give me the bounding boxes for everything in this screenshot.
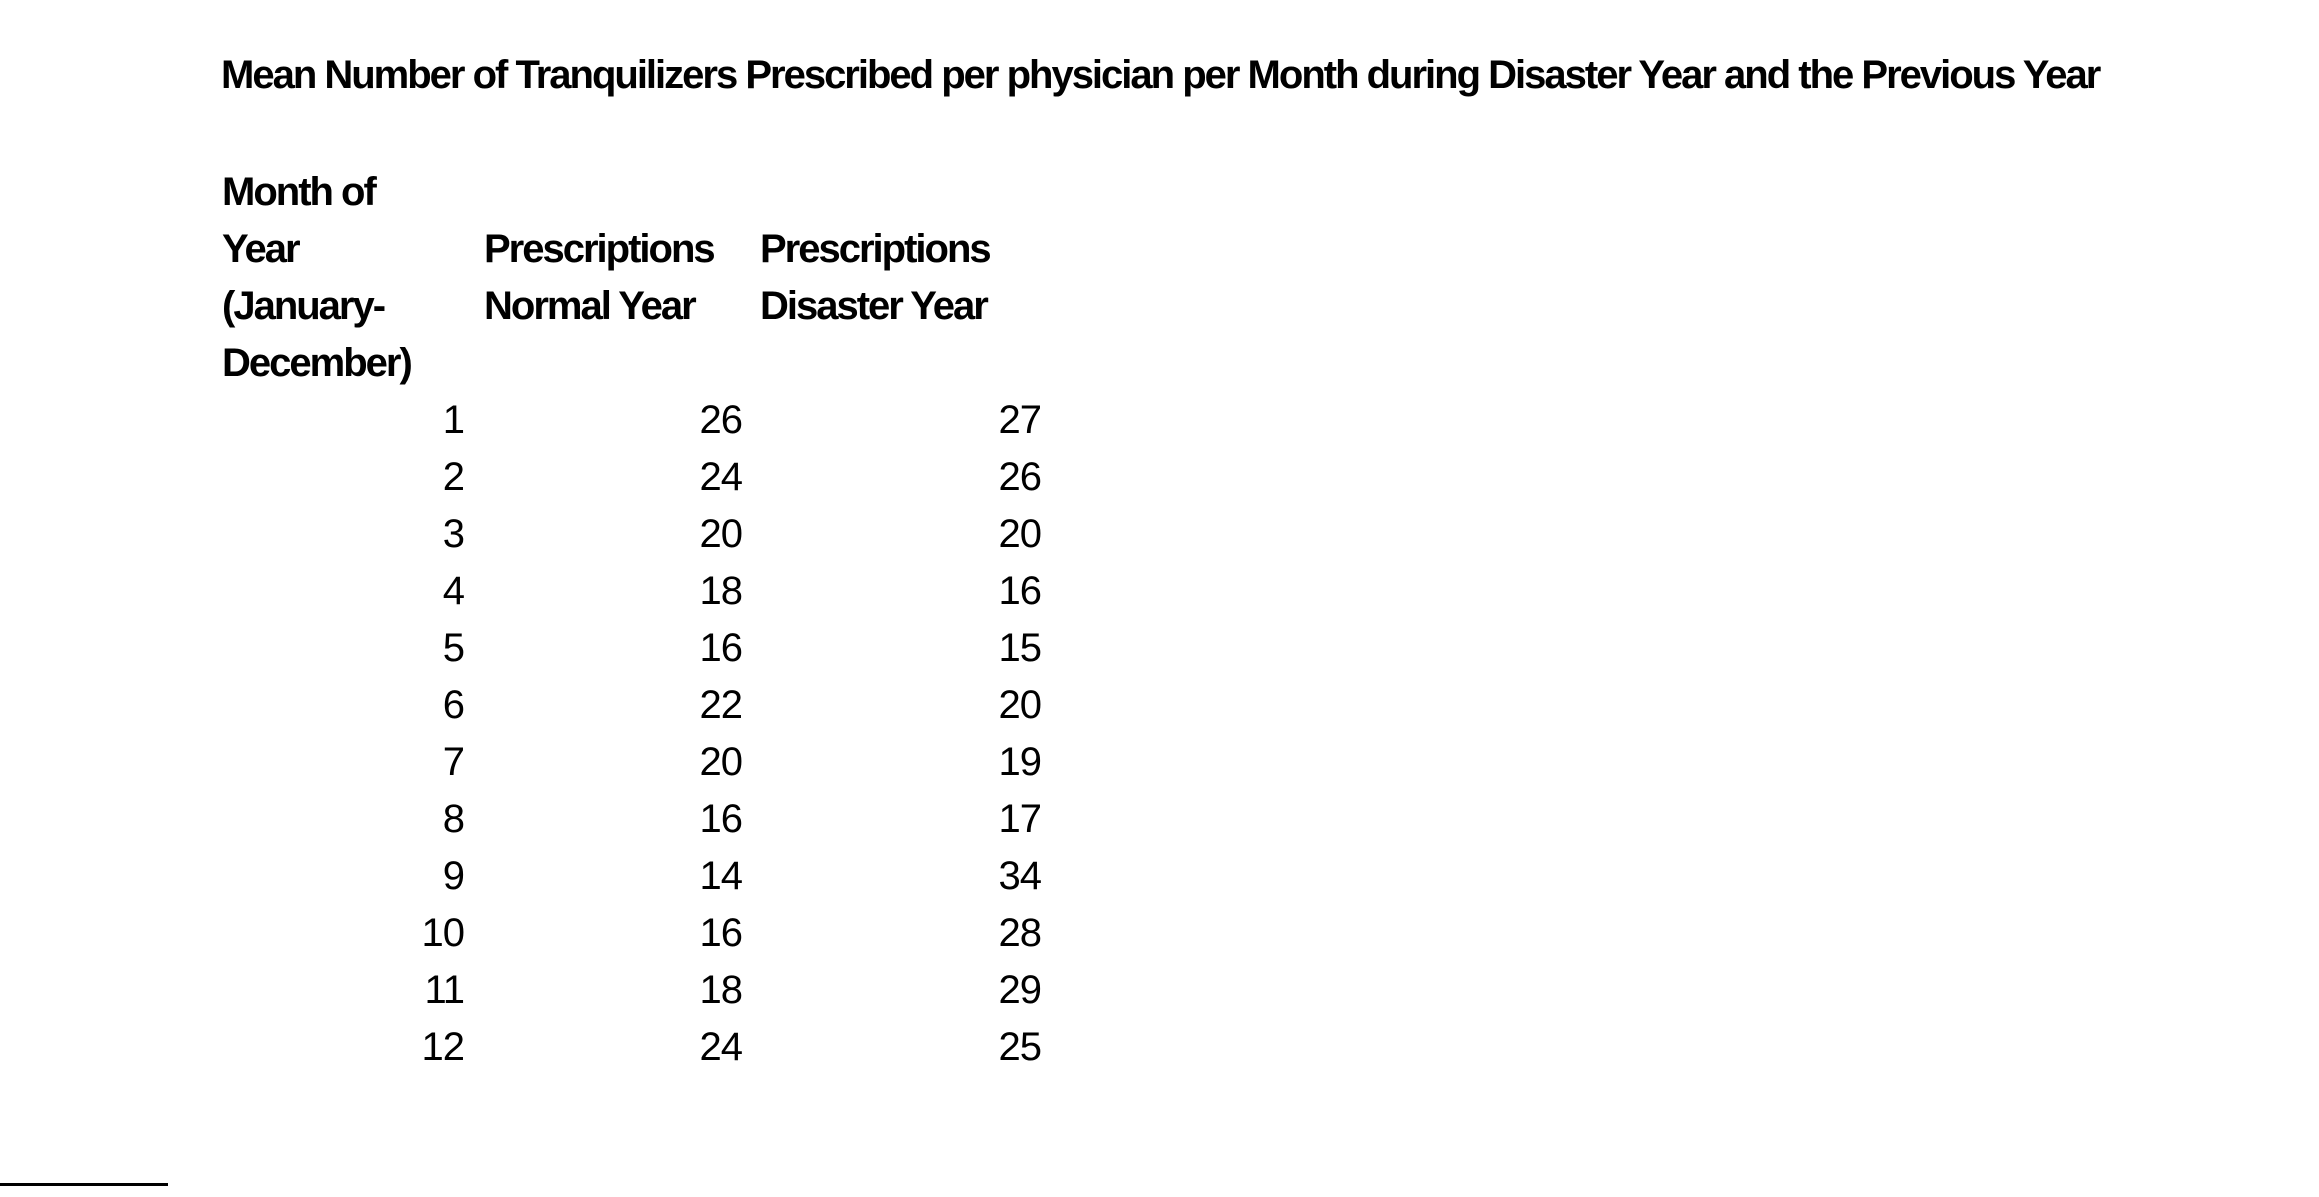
table-row: 2 24 26	[0, 449, 1200, 506]
cell-normal-year: 24	[699, 455, 744, 499]
cell-normal-year: 26	[699, 398, 744, 442]
cell-month: 11	[424, 968, 465, 1012]
header-line: (January-	[222, 284, 386, 328]
document-title: Mean Number of Tranquilizers Prescribed …	[221, 53, 2101, 97]
cell-normal-year: 22	[699, 683, 744, 727]
cell-disaster-year: 26	[998, 455, 1043, 499]
cell-month: 12	[421, 1025, 466, 1069]
cell-month: 10	[421, 911, 466, 955]
cell-disaster-year: 27	[998, 398, 1043, 442]
cell-disaster-year: 28	[998, 911, 1043, 955]
cell-normal-year: 20	[699, 512, 744, 556]
cell-month: 1	[442, 398, 465, 442]
cell-disaster-year: 29	[998, 968, 1043, 1012]
cell-disaster-year: 20	[998, 512, 1043, 556]
table-row: 12 24 25	[0, 1019, 1200, 1076]
column-header-month: Month of Year (January- December)	[222, 164, 413, 392]
cell-normal-year: 18	[699, 569, 744, 613]
table-row: 4 18 16	[0, 563, 1200, 620]
header-line: Prescriptions	[484, 227, 716, 271]
header-line: Prescriptions	[760, 227, 992, 271]
cell-normal-year: 16	[699, 626, 744, 670]
cell-month: 8	[442, 797, 465, 841]
cell-month: 3	[442, 512, 465, 556]
table-row: 1 26 27	[0, 392, 1200, 449]
cell-disaster-year: 16	[998, 569, 1043, 613]
table-row: 9 14 34	[0, 848, 1200, 905]
cell-month: 9	[442, 854, 465, 898]
cell-disaster-year: 19	[998, 740, 1043, 784]
header-line: December)	[222, 341, 413, 385]
cell-normal-year: 16	[699, 797, 744, 841]
table-row: 8 16 17	[0, 791, 1200, 848]
cell-month: 6	[442, 683, 465, 727]
cell-normal-year: 18	[699, 968, 744, 1012]
table-row: 3 20 20	[0, 506, 1200, 563]
column-header-disaster-year: Prescriptions Disaster Year	[760, 221, 992, 335]
cell-month: 2	[442, 455, 465, 499]
cell-month: 4	[442, 569, 465, 613]
cell-normal-year: 16	[699, 911, 744, 955]
cell-disaster-year: 20	[998, 683, 1043, 727]
header-line: Month of	[222, 170, 377, 214]
cell-disaster-year: 25	[998, 1025, 1043, 1069]
header-line: Disaster Year	[760, 284, 989, 328]
cell-month: 7	[442, 740, 465, 784]
table-row: 5 16 15	[0, 620, 1200, 677]
cell-disaster-year: 15	[998, 626, 1043, 670]
cell-normal-year: 14	[699, 854, 744, 898]
cell-disaster-year: 34	[998, 854, 1043, 898]
page-bottom-rule	[0, 1183, 168, 1186]
table-row: 6 22 20	[0, 677, 1200, 734]
table-body: 1 26 27 2 24 26 3 20 20 4 18 16 5 16 1 5 …	[0, 392, 1200, 1076]
cell-month: 5	[442, 626, 465, 670]
header-line: Normal Year	[484, 284, 697, 328]
table-row: 11 18 29	[0, 962, 1200, 1019]
cell-disaster-year: 17	[998, 797, 1043, 841]
cell-normal-year: 24	[699, 1025, 744, 1069]
table-row: 7 20 19	[0, 734, 1200, 791]
column-header-normal-year: Prescriptions Normal Year	[484, 221, 716, 335]
table-row: 10 16 28	[0, 905, 1200, 962]
header-line: Year	[222, 227, 301, 271]
cell-normal-year: 20	[699, 740, 744, 784]
